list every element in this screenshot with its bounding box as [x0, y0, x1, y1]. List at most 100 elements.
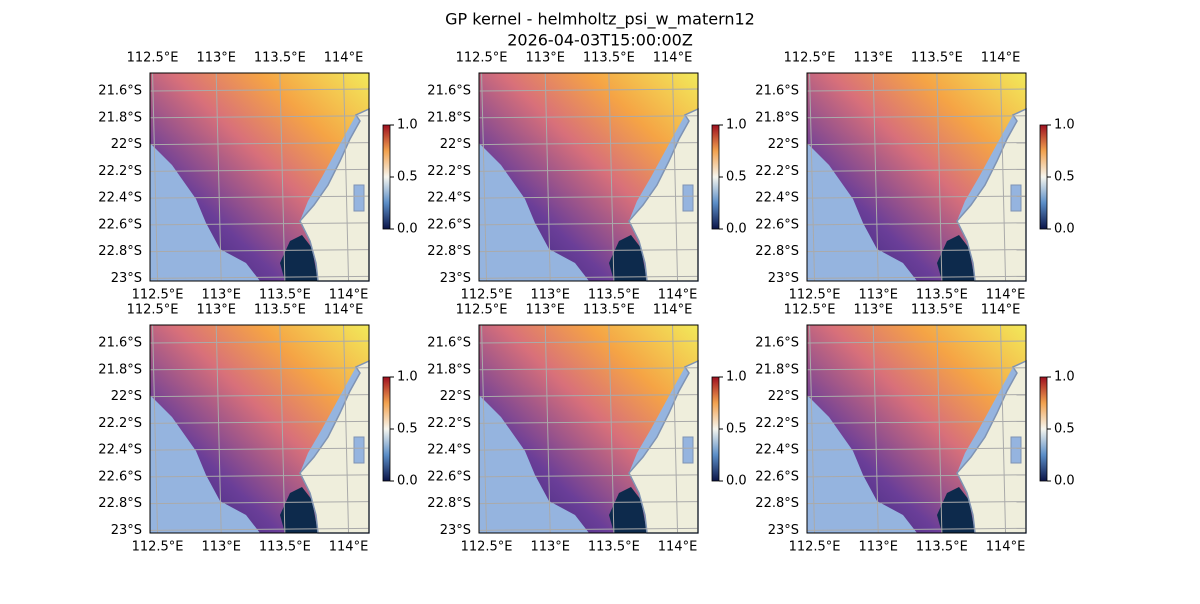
dark-patch: [609, 235, 647, 281]
lon-label-bottom: 112.5°E: [461, 540, 513, 555]
lon-label-bottom: 113°E: [530, 540, 570, 555]
lat-label: 21.6°S: [98, 84, 142, 99]
lon-label-bottom: 113.5°E: [259, 540, 311, 555]
lon-label-top: 114°E: [653, 303, 693, 318]
colorbar-tick-label: 0.0: [726, 474, 747, 489]
lon-label-bottom: 114°E: [986, 288, 1026, 303]
lat-label: 23°S: [440, 523, 471, 538]
grid-line: [806, 249, 1027, 253]
grid-line: [806, 420, 1027, 424]
colorbar-tick-label: 1.0: [1054, 118, 1075, 133]
lat-label: 21.8°S: [98, 110, 142, 125]
field: [479, 325, 698, 533]
lat-label: 22.6°S: [427, 469, 471, 484]
grid-line: [478, 88, 699, 92]
lat-label: 22°S: [111, 389, 142, 404]
colorbar-gradient: [1039, 376, 1048, 482]
colorbar: 0.0 0.5 1.0: [711, 370, 747, 489]
lat-label: 22.4°S: [427, 191, 471, 206]
grid-line: [806, 168, 1027, 172]
grid-line: [478, 222, 699, 226]
grid-line: [478, 168, 699, 172]
lat-label: 22.8°S: [427, 496, 471, 511]
lat-label: 23°S: [111, 523, 142, 538]
lat-label: 22°S: [111, 137, 142, 152]
lon-label-bottom: 113.5°E: [588, 288, 640, 303]
lat-label: 22.6°S: [427, 217, 471, 232]
grid-line: [478, 447, 699, 451]
grid-line: [1000, 324, 1007, 534]
lon-label-top: 112.5°E: [456, 51, 508, 66]
grid-line: [544, 324, 551, 534]
map-panel: 112.5°E 112.5°E 113°E 113°E 113.5°E 113.5°E 11…: [427, 303, 699, 555]
grid-line: [478, 275, 699, 279]
field: [807, 73, 1026, 281]
colorbar-tick-label: 0.5: [726, 422, 747, 437]
colorbar: 0.0 0.5 1.0: [711, 118, 747, 237]
lat-label: 22.6°S: [98, 217, 142, 232]
grid-line: [806, 195, 1027, 199]
grid-line: [149, 142, 370, 146]
dark-patch: [937, 487, 975, 533]
colorbar-tick-label: 0.5: [397, 422, 418, 437]
lat-label: 22°S: [768, 137, 799, 152]
field: [479, 73, 698, 281]
lat-label: 22.2°S: [427, 416, 471, 431]
lon-label-top: 114°E: [981, 51, 1021, 66]
lat-label: 22.4°S: [427, 443, 471, 458]
lon-label-top: 112.5°E: [784, 303, 836, 318]
dark-patch: [280, 487, 318, 533]
grid-line: [149, 474, 370, 478]
figure-subtitle: 2026-04-03T15:00:00Z: [507, 31, 693, 50]
lat-label: 21.6°S: [427, 336, 471, 351]
lat-label: 22.8°S: [427, 244, 471, 259]
lat-label: 22.8°S: [98, 244, 142, 259]
grid-line: [672, 72, 679, 282]
lon-label-top: 113.5°E: [583, 51, 635, 66]
colorbar-tick-label: 0.5: [397, 170, 418, 185]
lat-label: 21.6°S: [427, 84, 471, 99]
grid-line: [806, 474, 1027, 478]
axes-frame: [478, 324, 699, 534]
lon-label-top: 113.5°E: [911, 51, 963, 66]
lat-label: 22.2°S: [98, 416, 142, 431]
grid-line: [478, 367, 699, 371]
grid-line: [149, 420, 370, 424]
grid-line: [149, 88, 370, 92]
lat-label: 21.8°S: [427, 110, 471, 125]
grid-line: [806, 275, 1027, 279]
axes-frame: [806, 72, 1027, 282]
grid-line: [215, 72, 222, 282]
grid-line: [481, 72, 488, 282]
grid-line: [149, 447, 370, 451]
lat-label: 22.4°S: [755, 443, 799, 458]
dark-patch: [609, 487, 647, 533]
colorbar-tick-label: 1.0: [726, 370, 747, 385]
lon-label-bottom: 113.5°E: [916, 540, 968, 555]
lat-label: 23°S: [111, 271, 142, 286]
grid-line: [149, 115, 370, 119]
map-panel: 112.5°E 112.5°E 113°E 113°E 113.5°E 113.5°E 11…: [98, 303, 370, 555]
colorbar: 0.0 0.5 1.0: [382, 118, 418, 237]
grid-line: [149, 222, 370, 226]
lat-label: 22.4°S: [98, 191, 142, 206]
grid-line: [806, 222, 1027, 226]
colorbar: 0.0 0.5 1.0: [382, 370, 418, 489]
lon-label-bottom: 114°E: [329, 288, 369, 303]
colorbar-tick-label: 1.0: [726, 118, 747, 133]
colorbar-tick-label: 0.5: [1054, 422, 1075, 437]
grid-line: [809, 324, 816, 534]
lat-label: 22.8°S: [755, 244, 799, 259]
grid-line: [478, 474, 699, 478]
island: [1010, 184, 1022, 212]
lat-label: 22.2°S: [98, 164, 142, 179]
grid-line: [343, 324, 350, 534]
lon-label-bottom: 112.5°E: [132, 288, 184, 303]
grid-line: [478, 115, 699, 119]
grid-line: [478, 394, 699, 398]
map-panel: 112.5°E 112.5°E 113°E 113°E 113.5°E 113.5°E 11…: [98, 51, 370, 303]
lat-label: 22°S: [768, 389, 799, 404]
grid-line: [478, 249, 699, 253]
grid-line: [806, 394, 1027, 398]
